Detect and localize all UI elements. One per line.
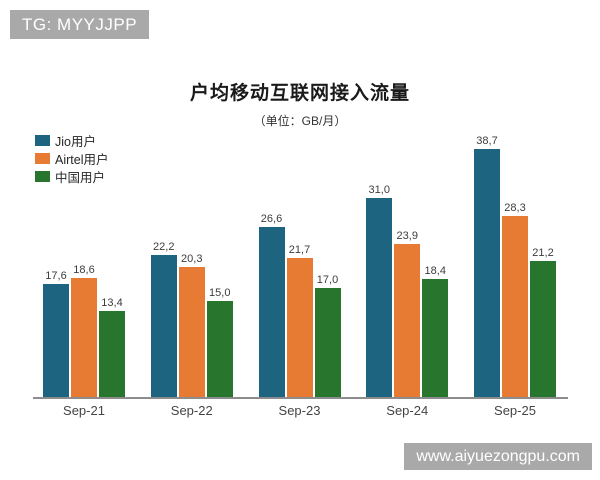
bar-value-label: 13,4 [101, 297, 123, 309]
bar-wrap: 26,6 [258, 213, 285, 397]
legend-label: 中国用户 [55, 170, 106, 185]
bar-value-label: 23,9 [396, 230, 418, 242]
bar-value-label: 28,3 [504, 202, 526, 214]
plot-area: 17,6 18,6 13,4 22,2 20,3 15,0 26,6 21,7 17,0 31,0… [33, 135, 568, 418]
bar [394, 244, 421, 397]
legend-item: Jio用户 [35, 131, 108, 149]
bar [286, 258, 313, 397]
legend-item: Airtel用户 [35, 149, 108, 167]
legend-label: Airtel用户 [55, 152, 109, 167]
legend-label: Jio用户 [55, 134, 96, 149]
bar-group: 38,7 28,3 21,2 [474, 135, 556, 397]
bar-group: 26,6 21,7 17,0 [258, 213, 341, 397]
bar-value-label: 21,7 [288, 244, 311, 256]
x-axis-label: Sep-21 [63, 403, 105, 418]
x-axis-label: Sep-24 [386, 403, 429, 418]
bar-value-label: 15,0 [209, 287, 231, 299]
bar-wrap: 31,0 [366, 184, 393, 397]
bar-wrap: 21,2 [530, 247, 556, 397]
bar [178, 267, 205, 397]
chart-subtitle: （单位：GB/月） [253, 114, 347, 128]
bar-wrap: 17,0 [314, 274, 341, 397]
bar-wrap: 13,4 [99, 297, 125, 397]
bar-group: 31,0 23,9 18,4 [366, 184, 449, 397]
bar-value-label: 18,6 [73, 264, 95, 276]
bar [43, 284, 69, 397]
bar-value-label: 26,6 [260, 213, 283, 225]
x-axis-labels: Sep-21 Sep-22 Sep-23 Sep-24 Sep-25 [33, 399, 568, 418]
bar-value-label: 22,2 [153, 241, 175, 253]
bar-wrap: 38,7 [474, 135, 500, 397]
bar [366, 198, 393, 397]
bar-value-label: 18,4 [424, 265, 446, 277]
bar [314, 288, 341, 397]
x-axis-label: Sep-22 [170, 403, 213, 418]
bar-wrap: 23,9 [394, 230, 421, 397]
bar-wrap: 17,6 [43, 270, 69, 397]
bar-wrap: 15,0 [206, 287, 233, 397]
bar-wrap: 18,4 [422, 265, 449, 397]
bar [530, 261, 556, 397]
legend-swatch [35, 170, 50, 182]
bar-wrap: 20,3 [178, 253, 205, 397]
bar [422, 279, 449, 397]
bar-value-label: 31,0 [368, 184, 390, 196]
x-axis-line [33, 397, 568, 399]
bar-wrap: 28,3 [502, 202, 528, 397]
bar-group: 22,2 20,3 15,0 [150, 241, 233, 397]
legend-item: 中国用户 [35, 167, 108, 185]
watermark-url-badge: www.aiyuezongpu.com [404, 443, 592, 470]
x-axis-label: Sep-25 [494, 403, 536, 418]
bar [474, 149, 500, 397]
legend-swatch [35, 152, 50, 164]
bar [150, 255, 177, 397]
bar-value-label: 38,7 [476, 135, 498, 147]
bar [71, 278, 97, 397]
bar-value-label: 21,2 [532, 247, 554, 259]
bar-wrap: 21,7 [286, 244, 313, 397]
bar [206, 301, 233, 397]
bars-area: 17,6 18,6 13,4 22,2 20,3 15,0 26,6 21,7 17,0 31,0… [33, 135, 568, 397]
bar [502, 216, 528, 397]
bar-wrap: 22,2 [150, 241, 177, 397]
watermark-tg-badge: TG: MYYJJPP [10, 10, 150, 39]
bar-value-label: 17,6 [45, 270, 67, 282]
legend: Jio用户 Airtel用户 中国用户 [35, 131, 108, 185]
bar-wrap: 18,6 [71, 264, 97, 397]
legend-swatch [35, 134, 50, 146]
x-axis-label: Sep-23 [278, 403, 321, 418]
chart-title: 户均移动互联网接入流量 [189, 83, 410, 104]
bar-value-label: 20,3 [181, 253, 203, 265]
bar-value-label: 17,0 [316, 274, 339, 286]
bar-group: 17,6 18,6 13,4 [43, 264, 125, 397]
bar [99, 311, 125, 397]
bar [258, 227, 285, 397]
